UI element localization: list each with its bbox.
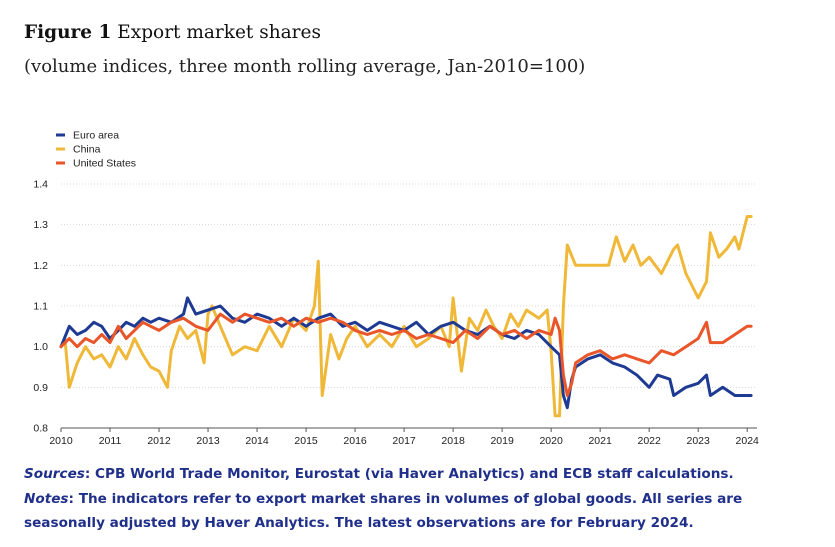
- sources-line: Sources: CPB World Trade Monitor, Eurost…: [24, 462, 814, 487]
- y-tick-label: 0.8: [33, 423, 48, 435]
- x-tick-label: 2020: [539, 435, 563, 447]
- sources-text: : CPB World Trade Monitor, Eurostat (via…: [84, 466, 734, 482]
- legend-label-china: China: [73, 144, 101, 156]
- x-tick-label: 2014: [245, 435, 269, 447]
- x-tick-label: 2011: [99, 435, 122, 447]
- figure-title: Figure 1 Export market shares: [24, 22, 321, 43]
- y-tick-label: 1.0: [33, 341, 48, 353]
- notes-text: : The indicators refer to export market …: [24, 490, 743, 532]
- series-line-united-states: [59, 312, 753, 397]
- x-tick-label: 2019: [490, 435, 514, 447]
- notes-label: Notes: [24, 490, 69, 507]
- x-tick-label: 2017: [392, 435, 416, 447]
- x-tick-label: 2016: [343, 435, 367, 447]
- series-line-euro-area: [59, 296, 753, 410]
- x-tick-label: 2022: [637, 435, 661, 447]
- y-tick-label: 1.3: [33, 219, 48, 231]
- x-tick-label: 2013: [196, 435, 220, 447]
- y-tick-label: 1.1: [33, 301, 48, 313]
- x-tick-label: 2015: [294, 435, 318, 447]
- legend-label-euro-area: Euro area: [73, 130, 119, 142]
- y-tick-label: 0.9: [33, 382, 48, 394]
- series-line-china: [59, 215, 753, 418]
- x-tick-label: 2023: [687, 435, 711, 447]
- notes-line: Notes: The indicators refer to export ma…: [24, 487, 814, 536]
- x-tick-label: 2018: [441, 435, 465, 447]
- sources-label: Sources: [24, 466, 85, 482]
- x-tick-label: 2012: [147, 435, 171, 447]
- x-tick-label: 2010: [49, 435, 73, 447]
- x-tick-label: 2021: [588, 435, 612, 447]
- figure-label: Figure 1: [24, 22, 112, 43]
- figure-title-text: Export market shares: [117, 22, 321, 43]
- footer-notes: Sources: CPB World Trade Monitor, Eurost…: [24, 462, 814, 536]
- legend-label-united-states: United States: [73, 158, 136, 170]
- y-tick-label: 1.2: [33, 260, 48, 272]
- figure-subtitle: (volume indices, three month rolling ave…: [24, 56, 586, 77]
- x-tick-label: 2024: [736, 435, 760, 447]
- y-tick-label: 1.4: [33, 179, 48, 191]
